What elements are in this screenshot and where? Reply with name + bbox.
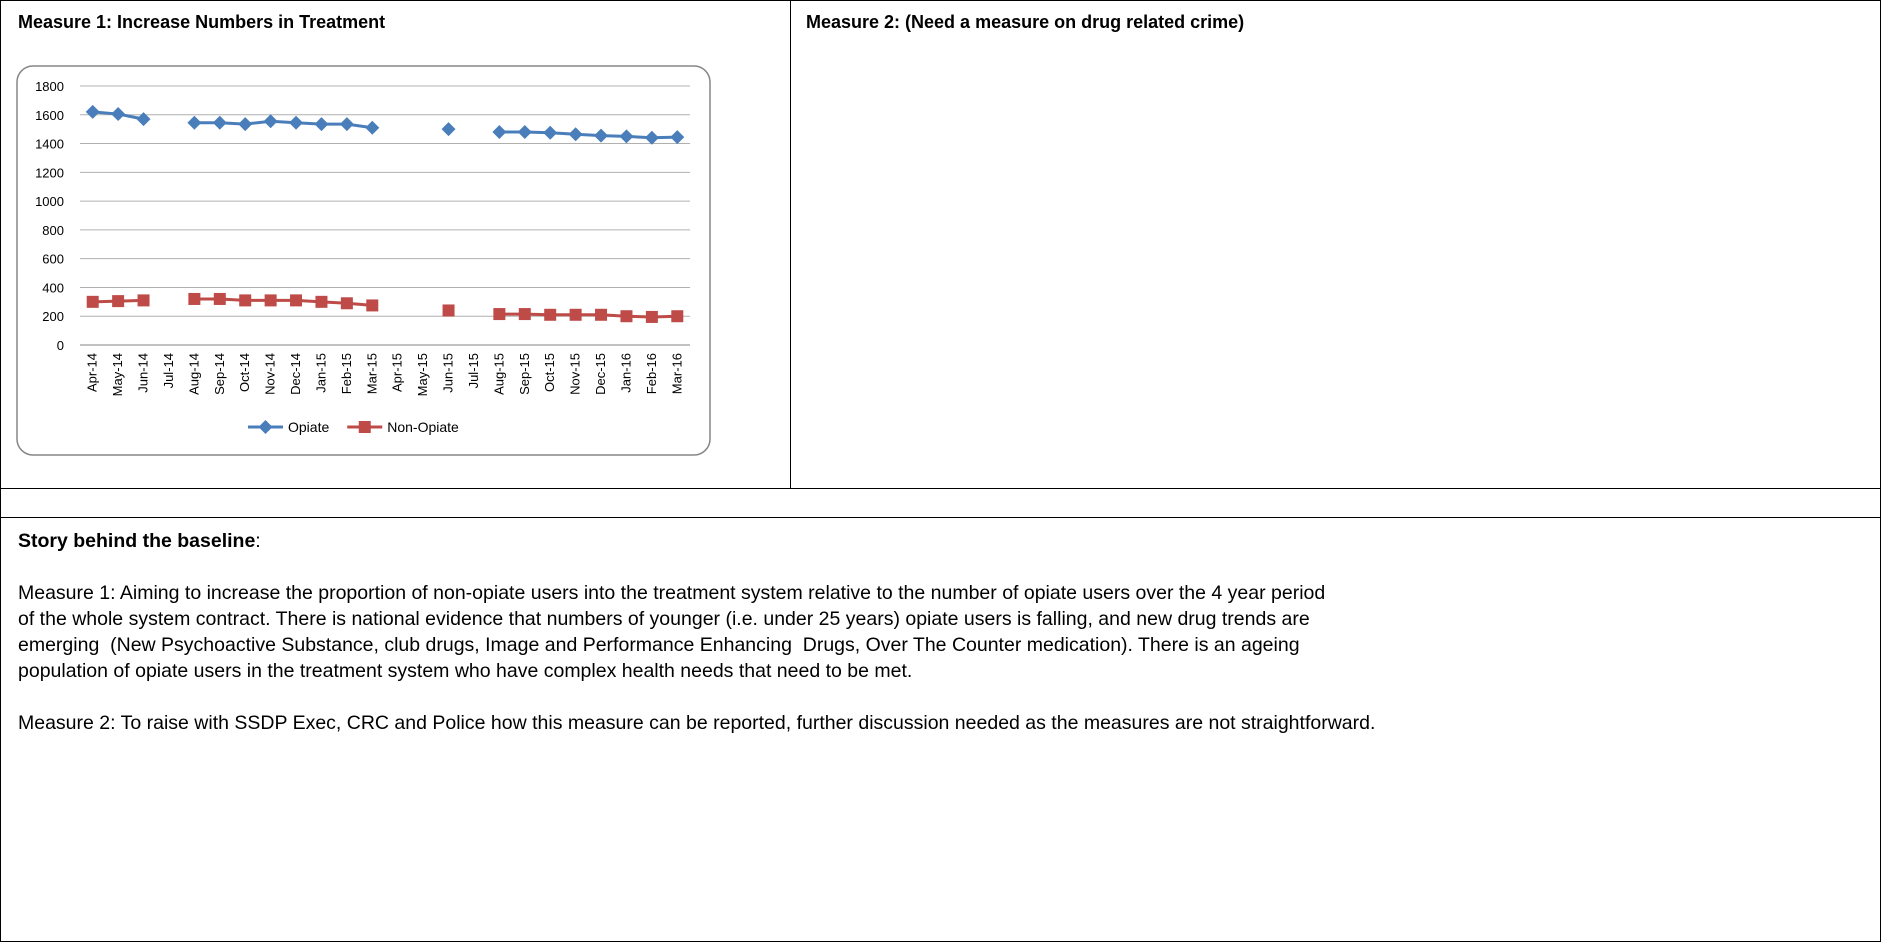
- x-tick-label: Aug-14: [186, 353, 201, 395]
- point: [595, 308, 608, 321]
- x-tick-label: Jul-15: [466, 353, 481, 388]
- text-line: Measure 1: Aiming to increase the propor…: [18, 582, 1326, 604]
- point: [136, 112, 151, 127]
- point: [289, 115, 304, 130]
- point: [112, 295, 125, 308]
- paragraph: Measure 2: To raise with SSDP Exec, CRC …: [18, 710, 1375, 736]
- x-tick-label: Jun-15: [441, 353, 456, 393]
- x-tick-label: Jun-14: [136, 353, 151, 393]
- y-tick-label: 200: [42, 309, 64, 324]
- x-tick-label: Dec-14: [288, 353, 303, 395]
- point: [314, 117, 329, 132]
- point: [544, 308, 557, 321]
- point: [569, 308, 582, 321]
- text-line: Measure 2: To raise with SSDP Exec, CRC …: [18, 712, 1376, 734]
- story-heading: Story behind the baseline: [18, 530, 256, 552]
- point: [442, 304, 455, 317]
- point: [340, 297, 353, 310]
- paragraph: Measure 1: Aiming to increase the propor…: [18, 580, 1375, 684]
- x-tick-label: Mar-15: [364, 353, 379, 394]
- y-tick-label: 1600: [35, 108, 64, 123]
- chart: 0 200 400 600 800 1000 1200 1400 1600 1800 Apr-14 M…: [16, 65, 711, 456]
- legend-label: Non-Opiate: [387, 419, 459, 435]
- x-tick-label: May-14: [110, 353, 125, 396]
- legend-label: Opiate: [288, 419, 329, 435]
- point: [644, 130, 659, 145]
- x-tick-label: Oct-14: [237, 353, 252, 392]
- point: [543, 125, 558, 140]
- point: [213, 292, 226, 305]
- point: [239, 294, 252, 307]
- text-line: emerging (New Psychoactive Substance, cl…: [18, 634, 1300, 656]
- point: [671, 310, 684, 323]
- y-tick-label: 1800: [35, 79, 64, 94]
- point: [441, 122, 456, 137]
- cell-title: Measure 2: (Need a measure on drug relat…: [806, 12, 1245, 32]
- point: [212, 115, 227, 130]
- x-tick-label: Apr-14: [85, 353, 100, 392]
- point: [111, 107, 126, 122]
- y-tick-label: 400: [42, 280, 64, 295]
- x-tick-label: Apr-15: [390, 353, 405, 392]
- x-tick-label: Jul-14: [161, 353, 176, 388]
- x-tick-label: Jan-16: [618, 353, 633, 393]
- y-tick-label: 1200: [35, 165, 64, 180]
- point: [670, 130, 685, 145]
- point: [263, 114, 278, 129]
- point: [238, 117, 253, 132]
- point: [366, 299, 379, 312]
- y-tick-label: 0: [57, 338, 64, 353]
- point: [290, 294, 303, 307]
- point: [85, 104, 100, 119]
- cell: [790, 0, 1881, 489]
- legend-marker: [258, 420, 273, 434]
- point: [187, 115, 202, 130]
- point: [594, 128, 609, 143]
- point: [620, 310, 633, 323]
- point: [493, 308, 506, 321]
- point: [264, 294, 277, 307]
- x-tick-label: Feb-15: [339, 353, 354, 394]
- y-tick-label: 600: [42, 252, 64, 267]
- text-line: of the whole system contract. There is n…: [18, 608, 1310, 630]
- cell-title: Measure 1: Increase Numbers in Treatment: [18, 12, 386, 32]
- text-line: population of opiate users in the treatm…: [18, 660, 913, 682]
- x-tick-label: Jan-15: [313, 353, 328, 393]
- point: [339, 117, 354, 132]
- point: [645, 310, 658, 323]
- legend-marker: [358, 421, 371, 433]
- x-tick-label: Nov-15: [568, 353, 583, 395]
- y-tick-label: 1000: [35, 194, 64, 209]
- x-tick-label: Oct-15: [542, 353, 557, 392]
- x-tick-label: Nov-14: [263, 353, 278, 395]
- point: [137, 294, 150, 307]
- cell: [0, 488, 1881, 518]
- x-tick-label: Dec-15: [593, 353, 608, 395]
- point: [568, 127, 583, 142]
- x-tick-label: Mar-16: [669, 353, 684, 394]
- y-tick-label: 800: [42, 223, 64, 238]
- point: [518, 308, 531, 321]
- point: [188, 292, 201, 305]
- x-tick-label: Feb-16: [644, 353, 659, 394]
- point: [86, 295, 99, 308]
- story: Story behind the baseline: Measure 1: Ai…: [18, 528, 1375, 762]
- point: [492, 125, 507, 140]
- point: [315, 295, 328, 308]
- y-tick-label: 1400: [35, 137, 64, 152]
- x-tick-label: Aug-15: [491, 353, 506, 395]
- point: [517, 125, 532, 140]
- story-heading-suffix: :: [255, 530, 261, 552]
- point: [619, 129, 634, 144]
- x-tick-label: Sep-15: [517, 353, 532, 395]
- point: [365, 120, 380, 135]
- x-tick-label: May-15: [415, 353, 430, 396]
- chart-frame: [16, 65, 711, 456]
- x-tick-label: Sep-14: [212, 353, 227, 395]
